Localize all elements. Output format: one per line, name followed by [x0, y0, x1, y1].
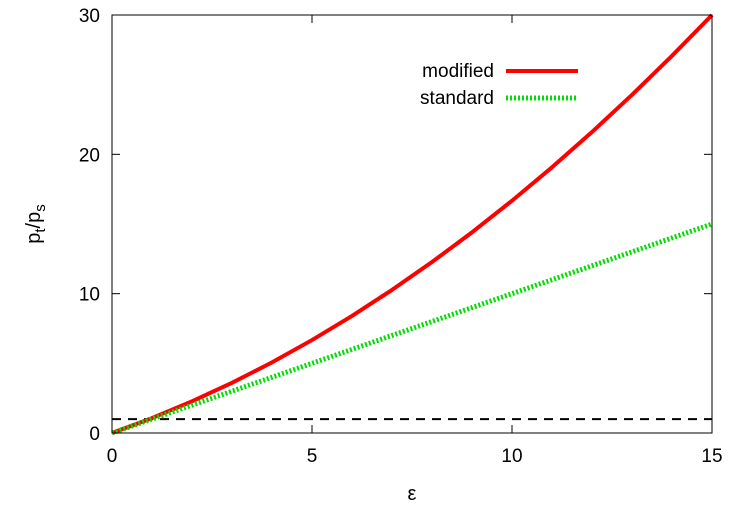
legend-label-standard: standard — [420, 88, 494, 109]
y-tick-label: 10 — [79, 285, 100, 306]
y-tick-label: 0 — [89, 424, 100, 445]
y-axis-label-sub2: s — [32, 204, 49, 212]
y-axis-label: pt/ps — [23, 204, 49, 243]
y-tick-label: 30 — [79, 6, 100, 27]
plot-frame — [111, 14, 713, 434]
series-layer — [111, 13, 714, 436]
x-tick-label: 5 — [307, 446, 318, 467]
y-axis-label-main: p — [23, 233, 45, 244]
series-line-standard — [111, 221, 713, 436]
y-axis-label-sub1: t — [32, 228, 49, 233]
y-tick-label: 20 — [79, 145, 100, 166]
series-line-modified — [111, 13, 714, 435]
x-tick-label: 15 — [701, 446, 722, 467]
y-axis-label-sep: /p — [23, 212, 45, 229]
x-tick-label: 10 — [501, 446, 522, 467]
x-axis-label: ε — [408, 483, 417, 505]
legend: modified standard — [420, 61, 578, 109]
ticks-layer: 0 5 10 15 0 10 20 30 — [79, 6, 723, 467]
legend-label-modified: modified — [422, 61, 494, 82]
x-tick-label: 0 — [107, 446, 118, 467]
